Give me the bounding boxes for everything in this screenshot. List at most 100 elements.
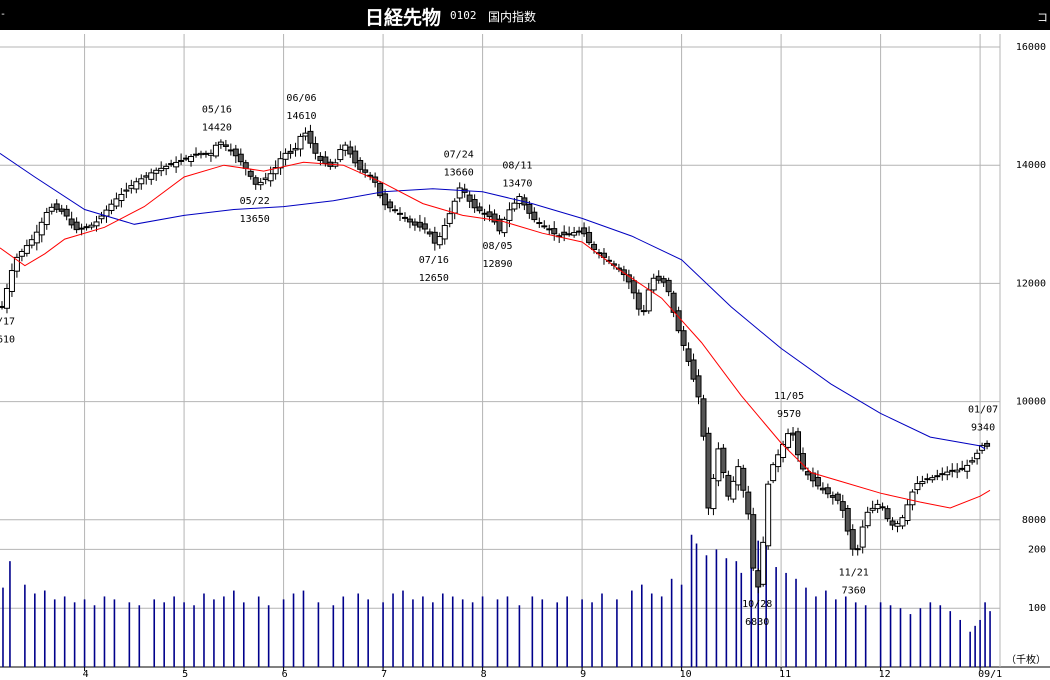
candle-body: [541, 225, 548, 228]
candle-body: [312, 143, 319, 154]
candle-body: [397, 212, 403, 215]
candle-body: [765, 483, 772, 547]
candle-body: [277, 158, 284, 169]
candle-body: [227, 149, 234, 152]
candle-body: [307, 130, 314, 144]
candle-body: [675, 310, 682, 332]
candle-body: [262, 177, 269, 181]
candle-body: [536, 222, 543, 225]
candle-body: [197, 152, 204, 156]
candle-body: [745, 491, 752, 515]
candle-body: [740, 467, 747, 491]
grid-lines: 8000 10000 12000 14000 16000 100 200 4 5 6 7 8 9 10 11…: [0, 34, 1050, 680]
candle-body: [551, 228, 558, 235]
candle-body: [68, 218, 75, 226]
candle-body: [546, 228, 553, 231]
annotation-value: 9570: [777, 409, 801, 420]
candle-body: [491, 213, 498, 223]
candle-body: [576, 230, 583, 233]
candle-body: [695, 375, 702, 398]
annotation-value: 13470: [502, 179, 532, 190]
candle-body: [919, 481, 926, 485]
candle-body: [33, 231, 40, 244]
candle-body: [899, 517, 906, 527]
short-moving-average-line: [0, 161, 991, 509]
right-edge-mark: コ: [1037, 11, 1048, 24]
candle-body: [183, 157, 190, 160]
candle-body: [88, 224, 95, 228]
candle-body: [984, 442, 991, 447]
candle-body: [650, 277, 657, 291]
candle-body: [914, 483, 921, 491]
volume-tick-label: 100: [1028, 603, 1046, 614]
candle-body: [954, 469, 961, 473]
candle-body: [53, 203, 60, 210]
candle-body: [581, 227, 588, 235]
annotation-date: 10/28: [742, 599, 772, 610]
candle-body: [362, 169, 369, 173]
candle-body: [879, 506, 886, 509]
candle-body: [904, 504, 911, 522]
candle-body: [964, 464, 971, 472]
candle-body: [446, 213, 453, 224]
candle-body: [834, 493, 841, 501]
candle-body: [252, 177, 259, 185]
annotation-value: 6830: [745, 617, 769, 628]
candle-body: [128, 185, 135, 189]
candle-body: [436, 236, 443, 246]
candle-body: [974, 452, 981, 460]
annotation-value: 7360: [842, 586, 866, 597]
annotation-value: 14610: [286, 111, 316, 122]
candle-body: [257, 181, 264, 186]
candle-body: [730, 480, 737, 500]
candle-body: [526, 203, 533, 214]
annotation-date: 08/11: [502, 161, 532, 172]
annotation-date: 08/05: [482, 241, 512, 252]
candle-body: [113, 198, 120, 207]
candle-body: [337, 149, 344, 161]
candle-body: [18, 250, 25, 257]
candle-body: [123, 189, 130, 192]
candle-body: [755, 570, 762, 588]
candle-body: [158, 167, 165, 172]
volume-bars: [2, 531, 991, 667]
candle-body: [501, 218, 508, 234]
candle-body: [292, 148, 299, 151]
candle-body: [48, 206, 55, 212]
candle-body: [735, 466, 742, 486]
candle-body: [859, 526, 866, 548]
candle-body: [486, 211, 493, 218]
candle-body: [660, 278, 667, 283]
month-tick-label: 6: [282, 669, 288, 680]
candle-body: [232, 148, 239, 157]
candle-body: [93, 221, 100, 227]
candle-body: [566, 233, 573, 236]
candle-body: [605, 259, 612, 262]
candle-body: [725, 474, 732, 497]
candle-body: [705, 432, 712, 509]
candle-body: [750, 514, 757, 569]
candle-body: [193, 153, 200, 156]
candle-body: [8, 270, 15, 292]
annotation-date: 11/21: [839, 568, 869, 579]
candle-body: [854, 548, 861, 551]
candle-body: [212, 144, 219, 157]
candle-body: [531, 211, 538, 221]
annotation-date: 11/05: [774, 391, 804, 402]
candle-body: [287, 150, 294, 154]
instrument-code: 0102: [450, 9, 477, 22]
candle-body: [824, 487, 831, 495]
candle-body: [829, 495, 836, 498]
candle-body: [13, 256, 20, 272]
candle-body: [799, 453, 806, 470]
candle-body: [168, 163, 175, 166]
candle-body: [819, 487, 826, 491]
month-tick-label: 12: [879, 669, 891, 680]
annotation-date: 07/24: [444, 149, 474, 160]
month-tick-label: 09/1: [978, 669, 1002, 680]
candle-body: [0, 305, 5, 308]
candle-body: [690, 359, 697, 380]
candle-body: [839, 501, 846, 511]
candle-body: [272, 167, 279, 175]
annotation-value: 12890: [482, 259, 512, 270]
